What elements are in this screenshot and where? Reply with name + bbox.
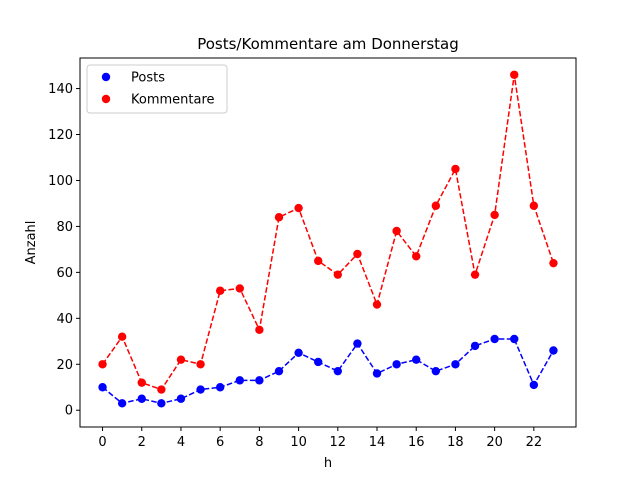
data-point-posts [333,366,342,376]
data-point-posts [470,341,480,351]
legend: Posts Kommentare [86,64,228,114]
data-point-kommentare [274,213,284,222]
x-axis: 0 2 4 6 8 10 12 14 16 18 20 22 [98,427,542,450]
x-tick-label: 20 [486,435,503,450]
data-point-kommentare [137,378,146,387]
data-point-posts [412,355,421,364]
plot-area [98,70,558,408]
y-tick-label: 120 [48,128,73,143]
axes-frame [79,57,577,428]
x-tick-label: 22 [526,435,543,450]
data-point-posts [235,376,244,385]
data-point-kommentare [196,360,205,369]
data-point-posts [255,376,264,385]
y-tick-label: 40 [56,312,73,327]
data-point-posts [196,385,205,394]
chart-title: Posts/Kommentare am Donnerstag [197,35,459,53]
x-tick-label: 6 [216,435,224,450]
data-point-kommentare [510,70,519,79]
y-tick-label: 60 [56,266,73,281]
data-point-posts [215,383,225,392]
data-point-kommentare [98,360,107,369]
y-axis: 0 20 40 60 80 100 120 140 [48,82,80,419]
data-point-posts [98,383,107,392]
data-point-kommentare [157,385,166,394]
y-tick-label: 100 [48,174,73,189]
data-point-posts [549,346,558,355]
x-tick-label: 0 [98,435,106,450]
data-point-kommentare [431,201,441,210]
series-line-kommentare [101,74,555,391]
x-tick-label: 8 [255,435,263,450]
y-axis-label: Anzahl [24,221,39,265]
data-point-posts [431,366,441,376]
data-point-kommentare [333,270,342,279]
data-point-kommentare [490,210,499,220]
data-point-posts [353,339,362,348]
legend-label-posts: Posts [131,71,165,86]
data-point-posts [157,399,166,408]
data-point-kommentare [549,258,558,268]
series-posts [98,334,558,408]
data-point-kommentare [314,256,323,266]
data-point-kommentare [294,203,303,213]
data-point-posts [451,360,460,369]
x-tick-label: 4 [177,435,185,450]
data-point-posts [176,394,186,403]
data-point-kommentare [255,325,264,335]
y-tick-label: 20 [56,358,73,373]
data-point-kommentare [353,249,362,259]
data-point-posts [274,366,284,376]
x-tick-label: 18 [447,435,464,450]
legend-label-kommentare: Kommentare [131,93,215,108]
data-point-posts [510,334,519,344]
data-point-kommentare [470,270,480,279]
legend-marker-kommentare [101,94,111,104]
x-axis-label: h [324,456,332,471]
series-kommentare [98,70,558,394]
x-tick-label: 10 [290,435,307,450]
x-tick-label: 2 [138,435,146,450]
data-point-kommentare [117,332,127,341]
x-tick-label: 14 [369,435,386,450]
data-point-posts [294,348,303,357]
data-point-posts [490,334,499,344]
data-point-posts [137,394,146,403]
data-point-posts [392,360,401,369]
data-point-posts [529,380,539,390]
data-point-posts [117,399,127,408]
data-point-kommentare [235,284,244,293]
y-tick-label: 80 [56,220,73,235]
y-tick-label: 0 [65,404,73,419]
data-point-kommentare [215,286,225,295]
data-point-kommentare [392,226,401,236]
data-point-kommentare [372,300,382,309]
data-point-kommentare [529,201,539,210]
y-tick-label: 140 [48,82,73,97]
legend-box [86,64,228,114]
x-tick-label: 12 [330,435,347,450]
data-point-posts [314,357,323,367]
legend-marker-posts [101,72,111,82]
data-point-kommentare [176,355,186,364]
data-point-kommentare [451,164,460,174]
data-point-kommentare [412,252,421,261]
x-tick-label: 16 [408,435,425,450]
data-point-posts [372,369,382,378]
